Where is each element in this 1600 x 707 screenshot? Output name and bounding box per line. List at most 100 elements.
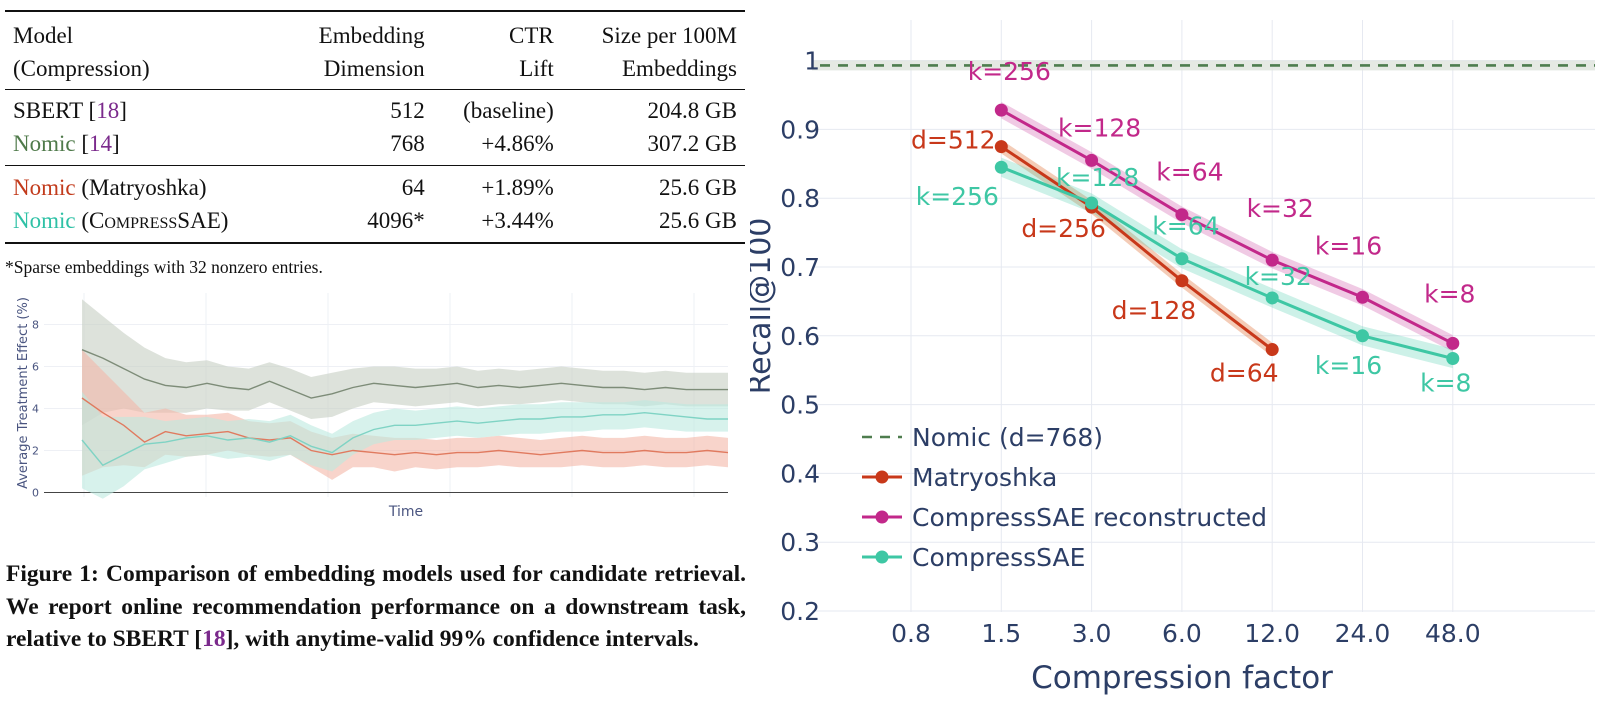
ctr-cell: (baseline) xyxy=(463,98,554,123)
citation-link[interactable]: 18 xyxy=(202,626,226,652)
header-dimension: Embedding xyxy=(318,23,425,48)
confidence-bands xyxy=(82,299,728,499)
model-variant: (Matryoshka) xyxy=(81,175,207,200)
dimension-cell: 512 xyxy=(390,98,425,123)
size-cell: 25.6 GB xyxy=(659,175,737,200)
model-cell: SBERT [18] xyxy=(13,98,127,123)
header-ctr-sub: Lift xyxy=(432,52,562,90)
table-row: Nomic (CompressSAE) 4096* +3.44% 25.6 GB xyxy=(5,204,745,244)
legend-item: CompressSAE xyxy=(862,543,1085,572)
citation-link[interactable]: 18 xyxy=(96,98,120,123)
x-tick-label: 0.8 xyxy=(891,619,931,648)
y-tick-label: 0.8 xyxy=(780,184,820,213)
data-point xyxy=(1175,274,1189,288)
series-markers xyxy=(994,103,1460,366)
y-tick-label: 0.3 xyxy=(780,528,820,557)
legend-marker xyxy=(875,550,889,564)
legend-label: CompressSAE reconstructed xyxy=(912,503,1267,532)
point-label: k=32 xyxy=(1245,262,1312,291)
y-axis: 0 2 4 6 8 xyxy=(32,319,39,500)
legend-marker xyxy=(875,470,889,484)
data-point xyxy=(994,103,1008,117)
model-name: Nomic xyxy=(13,208,76,233)
confidence-band xyxy=(1001,157,1453,369)
data-point xyxy=(1356,290,1369,304)
header-ctr: CTR xyxy=(509,23,554,48)
point-label: d=512 xyxy=(911,126,996,155)
legend: Nomic (d=768) Matryoshka CompressSAE recon… xyxy=(862,423,1267,572)
data-point xyxy=(1265,253,1279,267)
x-axis-label: Compression factor xyxy=(1031,660,1333,696)
x-tick-label: 3.0 xyxy=(1072,619,1112,648)
x-tick-label: 6.0 xyxy=(1162,619,1202,648)
point-label: d=256 xyxy=(1021,214,1106,243)
data-point xyxy=(1356,329,1369,343)
data-point xyxy=(994,140,1008,154)
y-tick-label: 6 xyxy=(32,361,39,374)
dimension-cell: 64 xyxy=(401,175,425,200)
table-row: Nomic [14] 768 +4.86% 307.2 GB xyxy=(5,127,745,166)
legend-item: Matryoshka xyxy=(862,463,1057,492)
y-tick-label: 0.9 xyxy=(780,115,820,144)
series-line xyxy=(81,349,728,399)
data-point xyxy=(1446,336,1460,350)
y-tick-label: 1 xyxy=(804,47,820,76)
legend-marker xyxy=(875,510,889,524)
model-name: Nomic xyxy=(13,175,76,200)
y-tick-label: 0.2 xyxy=(780,597,820,626)
legend-label: Nomic (d=768) xyxy=(912,423,1103,452)
series-line xyxy=(81,397,729,456)
data-point xyxy=(1265,343,1279,357)
grid xyxy=(812,20,1595,612)
model-name: SBERT xyxy=(13,98,83,123)
header-model: Model xyxy=(13,23,74,48)
point-label: k=256 xyxy=(916,182,999,211)
recall-chart: d=512d=256d=128d=64k=256k=128k=64k=32k=1… xyxy=(750,20,1595,696)
point-label: k=128 xyxy=(1058,113,1141,142)
y-axis-label: Recall@100 xyxy=(750,218,778,395)
point-label: k=32 xyxy=(1247,194,1314,223)
caption-text: Figure 1: Comparison of embedding models… xyxy=(6,561,746,652)
legend-label: CompressSAE xyxy=(912,543,1085,572)
point-label: k=256 xyxy=(968,57,1051,86)
header-size-sub: Embeddings xyxy=(561,52,745,90)
series-line xyxy=(1000,165,1454,360)
point-label: k=64 xyxy=(1156,158,1223,187)
legend-item: Nomic (d=768) xyxy=(862,423,1103,452)
dimension-cell: 4096* xyxy=(285,204,433,244)
header-size: Size per 100M xyxy=(601,23,737,48)
y-axis-label: Average Treatment Effect (%) xyxy=(16,297,31,489)
citation-link[interactable]: 14 xyxy=(89,131,113,156)
figure-caption: Figure 1: Comparison of embedding models… xyxy=(6,558,746,656)
point-label: k=8 xyxy=(1424,279,1475,308)
x-tick-label: 48.0 xyxy=(1425,619,1481,648)
legend-label: Matryoshka xyxy=(912,463,1057,492)
series-lines xyxy=(1000,108,1454,360)
model-cell: Nomic (Matryoshka) xyxy=(5,166,285,205)
y-ticks: 0.2 0.3 0.4 0.5 0.6 0.7 0.8 0.9 1 xyxy=(780,47,820,626)
point-label: d=128 xyxy=(1112,296,1197,325)
table-row: Nomic (Matryoshka) 64 +1.89% 25.6 GB xyxy=(5,166,745,205)
point-label: d=64 xyxy=(1210,359,1279,388)
y-tick-label: 2 xyxy=(32,445,39,458)
comparison-table: Model Embedding CTR Size per 100M (Compr… xyxy=(5,10,745,244)
y-tick-label: 0.6 xyxy=(780,322,820,351)
data-point xyxy=(1085,196,1099,210)
confidence-band xyxy=(82,391,728,499)
point-label: k=128 xyxy=(1056,163,1139,192)
y-tick-label: 8 xyxy=(32,319,39,332)
legend-item: CompressSAE reconstructed xyxy=(862,503,1267,532)
dimension-cell: 768 xyxy=(390,131,425,156)
model-variant: CompressSAE xyxy=(89,208,221,233)
point-labels: d=512d=256d=128d=64k=256k=128k=64k=32k=1… xyxy=(911,57,1475,397)
model-cell: Nomic (CompressSAE) xyxy=(5,204,286,244)
x-tick-label: 12.0 xyxy=(1244,619,1300,648)
y-tick-label: 4 xyxy=(32,403,39,416)
y-tick-label: 0.5 xyxy=(780,391,820,420)
baseline xyxy=(812,60,1595,71)
ctr-cell: +4.86% xyxy=(481,131,554,156)
point-label: k=16 xyxy=(1315,231,1382,260)
y-tick-label: 0.4 xyxy=(780,459,820,488)
ctr-cell: +1.89% xyxy=(481,175,554,200)
table-footnote: *Sparse embeddings with 32 nonzero entri… xyxy=(5,257,323,277)
